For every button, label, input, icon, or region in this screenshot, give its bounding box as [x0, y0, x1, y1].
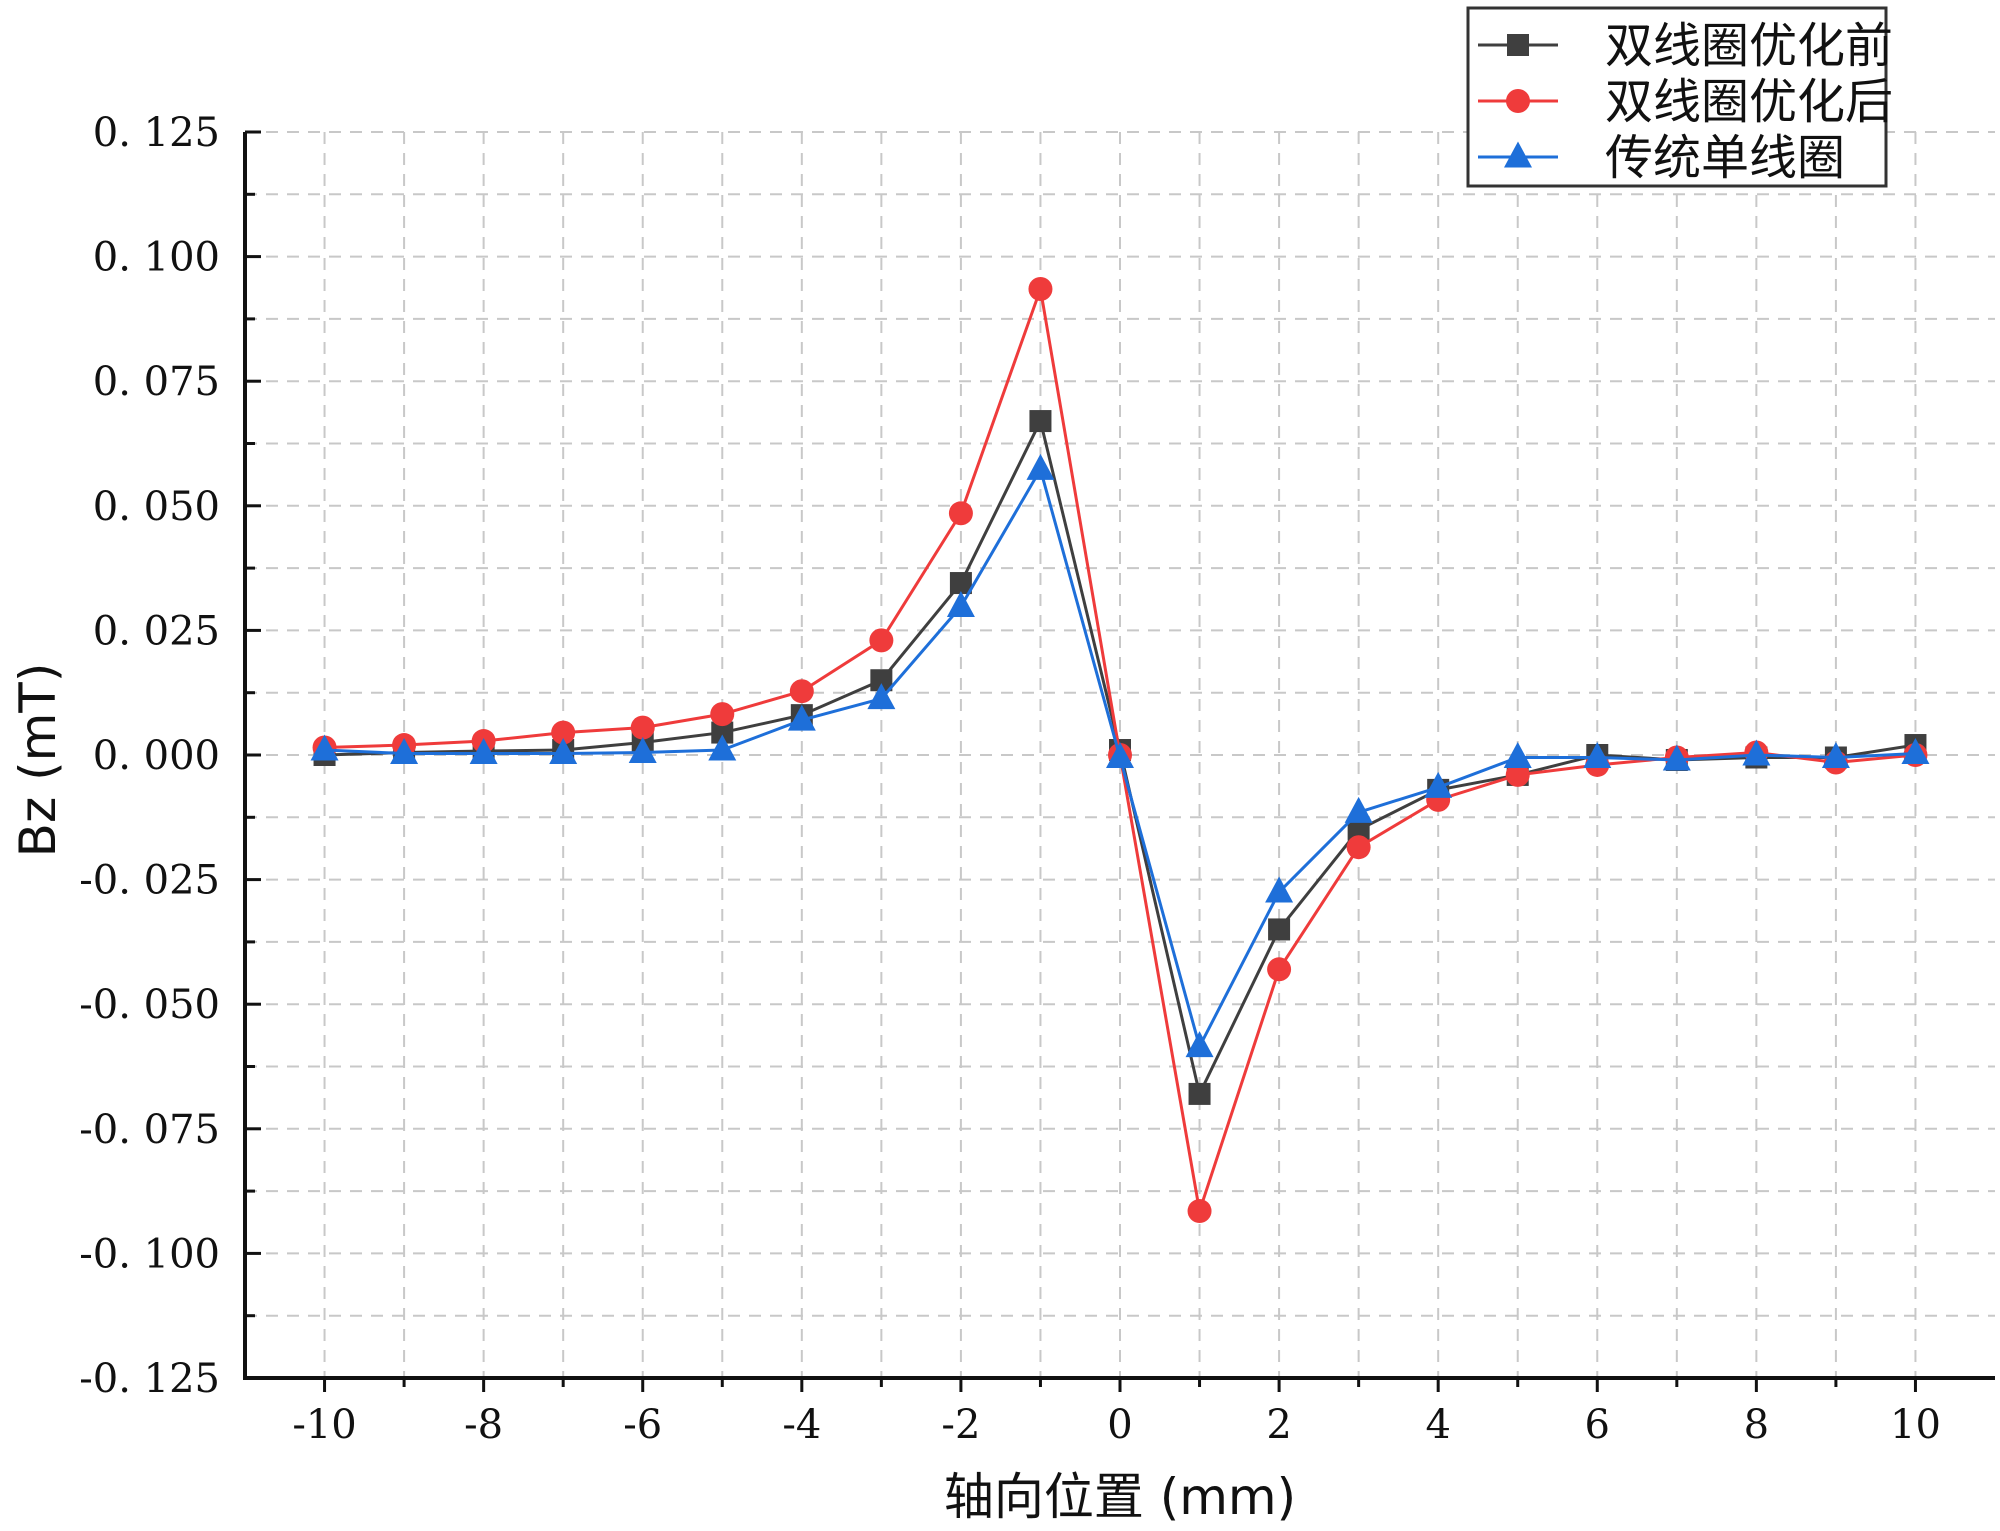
- data-point: [1028, 276, 1053, 301]
- data-point: [708, 734, 737, 761]
- legend-item: 传统单线圈: [1478, 130, 1845, 186]
- x-tick-label: 10: [1890, 1402, 1941, 1448]
- data-point: [310, 734, 339, 761]
- series-layer: [310, 276, 1930, 1224]
- x-tick-label: 2: [1266, 1402, 1291, 1448]
- data-point: [1188, 1082, 1211, 1105]
- data-point: [1742, 739, 1771, 766]
- data-point: [1821, 741, 1850, 768]
- x-tick-label: -4: [782, 1402, 821, 1448]
- y-tick-label: 0. 025: [93, 608, 220, 654]
- data-point: [1106, 741, 1134, 768]
- data-point: [869, 628, 894, 653]
- legend-label: 双线圈优化后: [1605, 74, 1893, 130]
- data-point: [1662, 744, 1691, 771]
- data-point: [549, 738, 578, 765]
- data-point: [1267, 957, 1292, 982]
- data-point: [711, 721, 734, 744]
- data-point: [870, 669, 893, 692]
- data-point: [630, 715, 655, 740]
- data-point: [1583, 741, 1612, 768]
- data-point: [948, 501, 973, 526]
- data-point: [1265, 876, 1294, 903]
- x-tick-label: 4: [1425, 1402, 1450, 1448]
- legend-label: 双线圈优化前: [1605, 18, 1893, 74]
- x-tick-label: 0: [1107, 1402, 1132, 1448]
- data-point: [867, 683, 896, 710]
- x-tick-label: -6: [623, 1402, 662, 1448]
- y-tick-label: 0. 050: [93, 484, 220, 530]
- y-tick-label: -0. 025: [79, 858, 220, 904]
- data-point: [1505, 762, 1530, 787]
- y-tick-label: 0. 000: [93, 733, 220, 779]
- x-axis-ticks: -10 -8 -6 -4 -2 0 2 4 6 8 10: [292, 1378, 1941, 1448]
- data-point: [551, 720, 576, 745]
- y-tick-label: 0. 075: [93, 359, 220, 405]
- x-axis-title: 轴向位置 (mm): [944, 1468, 1296, 1526]
- data-point: [949, 572, 972, 595]
- y-tick-label: -0. 100: [79, 1231, 220, 1277]
- data-point: [710, 702, 735, 727]
- x-tick-label: -8: [464, 1402, 503, 1448]
- data-point: [1347, 818, 1370, 841]
- series-3: [310, 453, 1930, 1058]
- data-point: [1424, 771, 1453, 798]
- data-point: [1026, 453, 1055, 480]
- legend-marker: [1506, 89, 1530, 113]
- data-point: [1185, 1031, 1214, 1058]
- x-tick-label: -10: [292, 1402, 356, 1448]
- y-tick-label: -0. 125: [79, 1356, 220, 1402]
- legend-item: 双线圈优化后: [1478, 74, 1893, 130]
- y-tick-label: 0. 100: [93, 235, 220, 281]
- data-point: [469, 738, 498, 765]
- y-axis-title: Bz (mT): [9, 663, 67, 858]
- data-point: [1187, 1199, 1212, 1224]
- x-tick-label: -2: [941, 1402, 980, 1448]
- data-point: [1346, 835, 1371, 860]
- y-tick-label: -0. 075: [79, 1107, 220, 1153]
- y-tick-label: -0. 050: [79, 982, 220, 1028]
- data-point: [789, 679, 814, 704]
- data-point: [946, 590, 975, 617]
- x-tick-label: 8: [1744, 1402, 1769, 1448]
- data-point: [1901, 738, 1930, 765]
- data-point: [628, 737, 657, 764]
- data-point: [787, 704, 816, 731]
- y-axis-ticks: 0. 125 0. 100 0. 075 0. 050 0. 025 0. 000 -0. …: [79, 110, 261, 1402]
- data-point: [1503, 741, 1532, 768]
- x-tick-label: 6: [1585, 1402, 1610, 1448]
- legend-item: 双线圈优化前: [1478, 18, 1893, 74]
- data-point: [1268, 918, 1291, 941]
- data-point: [390, 738, 419, 765]
- data-point: [1029, 410, 1052, 433]
- legend-marker: [1504, 141, 1532, 168]
- legend-label: 传统单线圈: [1605, 130, 1845, 186]
- legend-marker: [1507, 34, 1529, 56]
- y-tick-label: 0. 125: [93, 110, 220, 156]
- data-point: [1344, 796, 1373, 823]
